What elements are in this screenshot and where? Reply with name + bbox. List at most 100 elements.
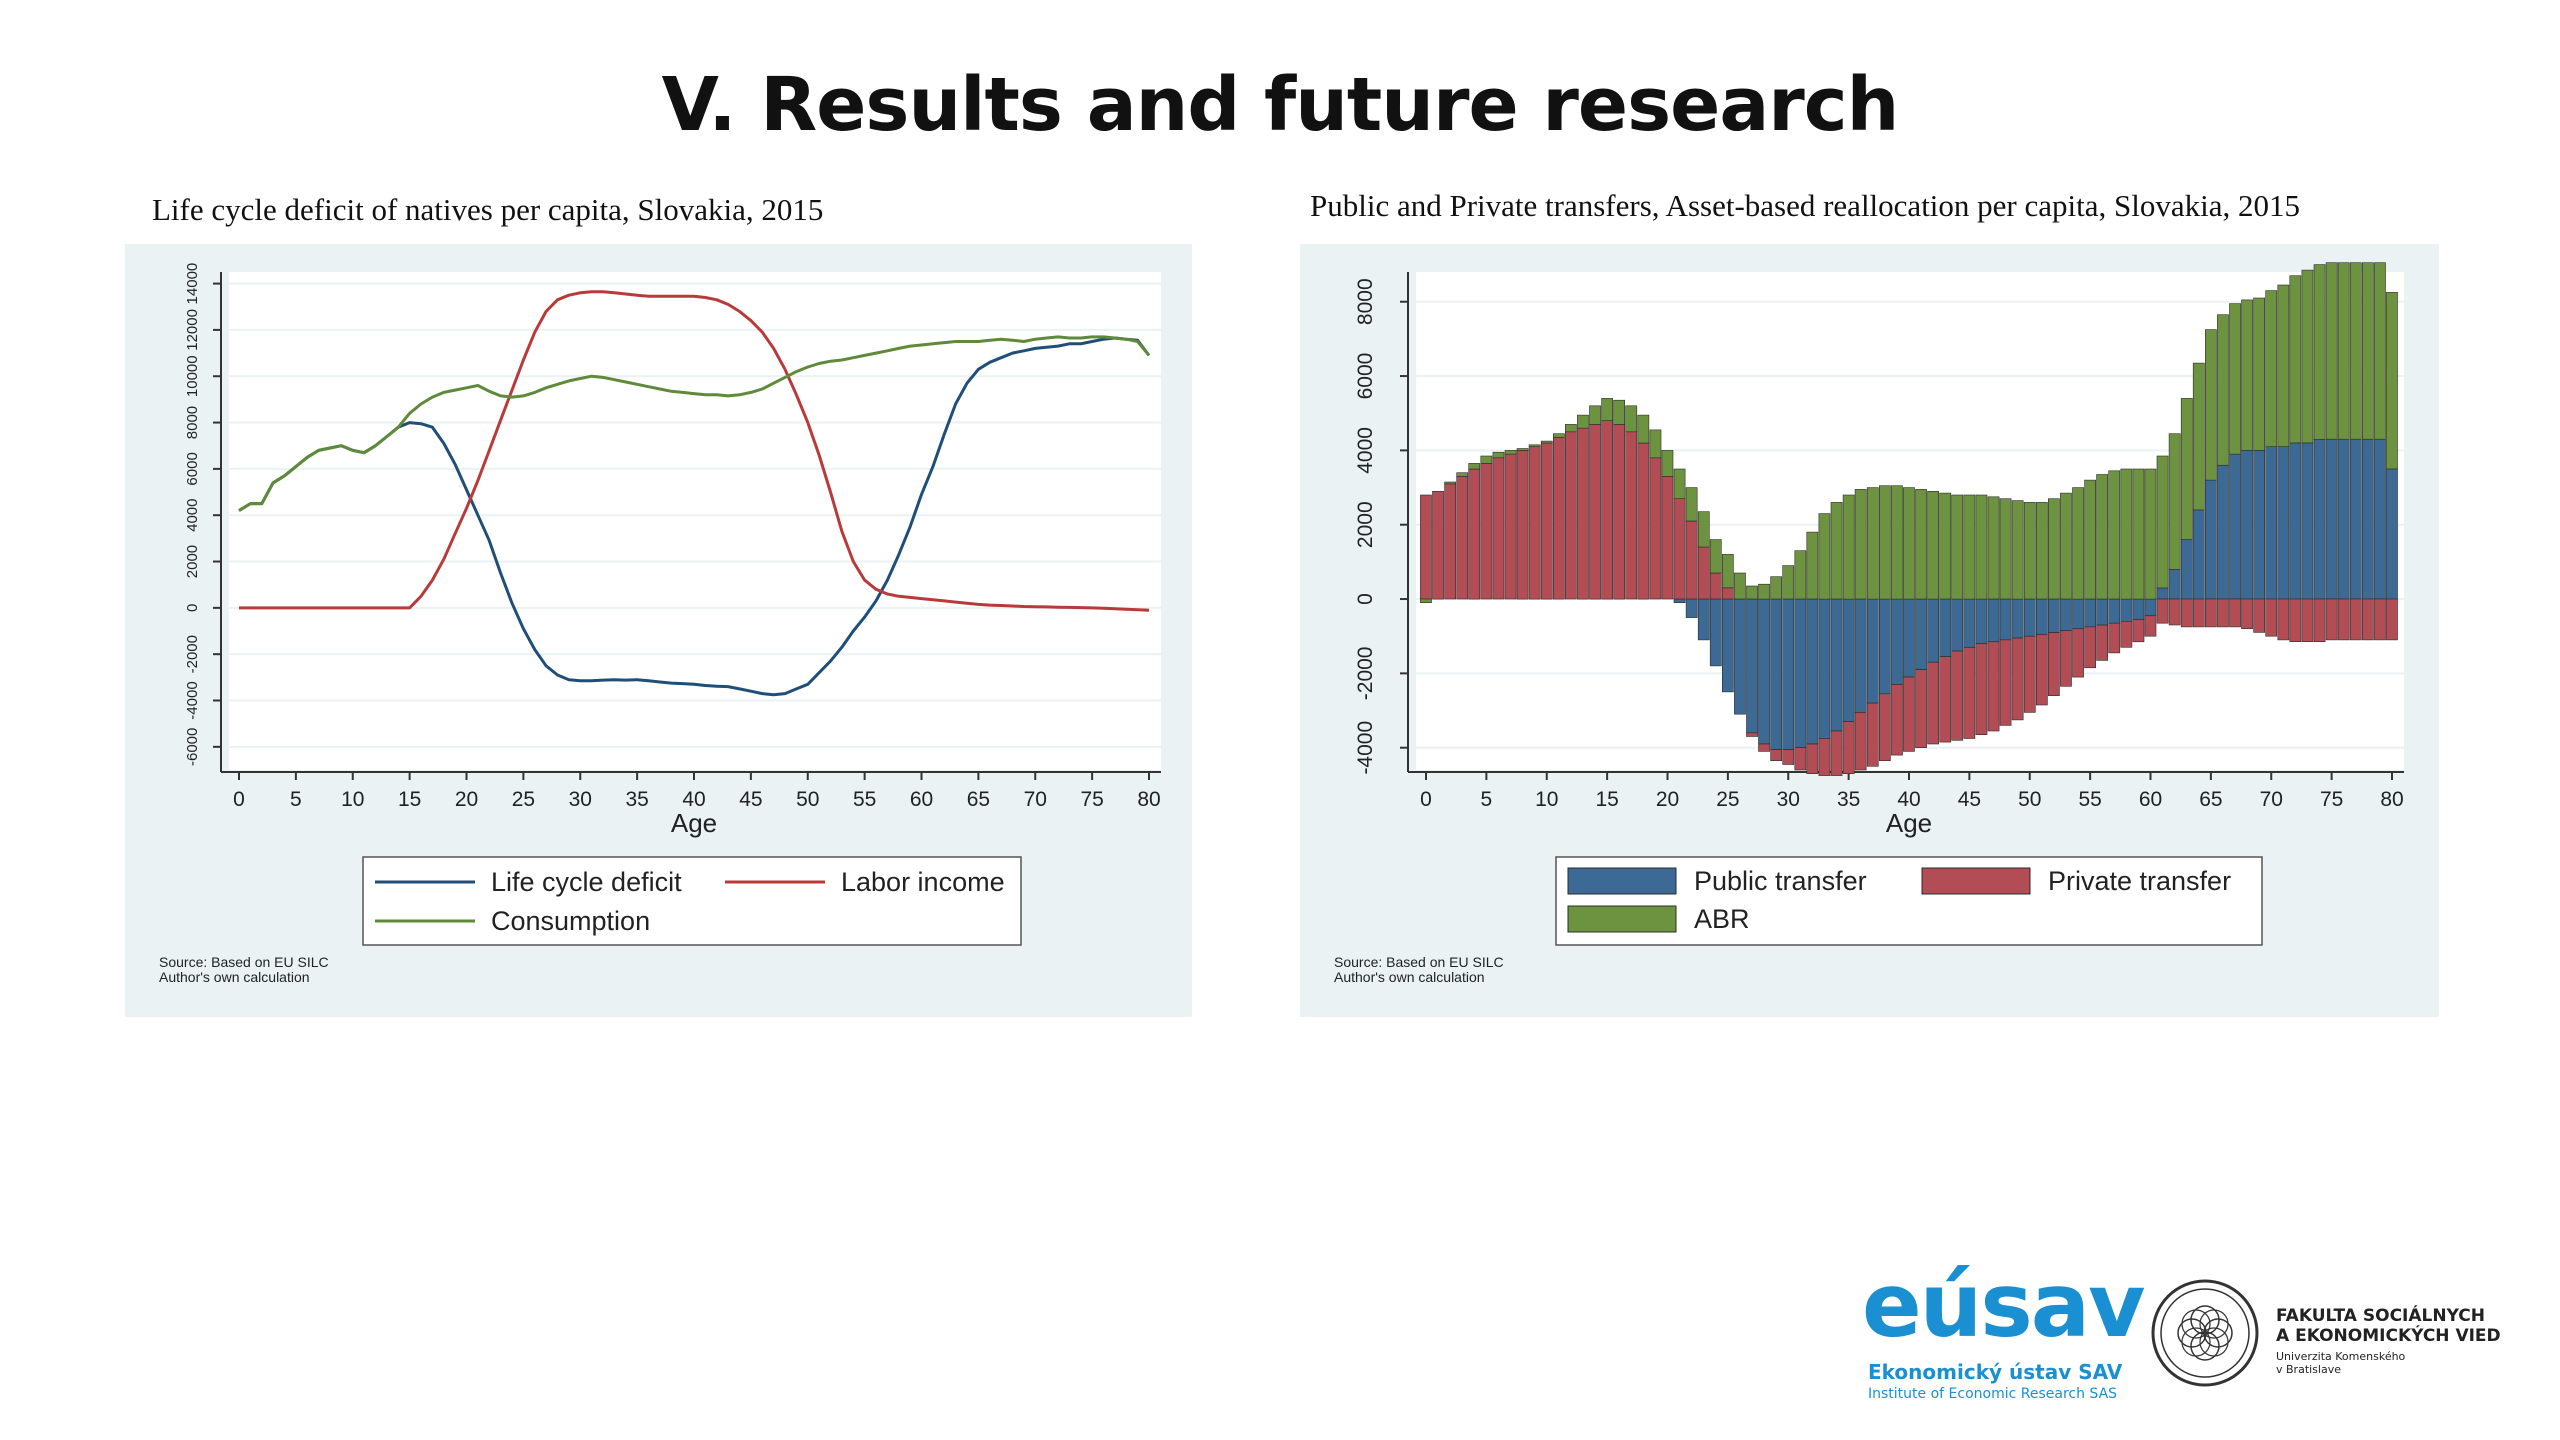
y-tick-label: 4000 (184, 499, 201, 532)
bar-public-transfer (2011, 598, 2024, 639)
bar-private-transfer (1492, 457, 1505, 600)
bar-abr (1480, 455, 1493, 464)
bar-abr (2386, 292, 2398, 470)
bar-private-transfer (2337, 598, 2350, 641)
fsev-line4: v Bratislave (2276, 1363, 2341, 1376)
bar-abr (1444, 481, 1457, 485)
bar-public-transfer (1915, 598, 1927, 670)
bar-abr (2313, 264, 2326, 440)
bar-abr (2265, 290, 2278, 448)
bar-abr (1806, 531, 1819, 600)
bar-abr (2362, 262, 2374, 440)
logos: eúsav Ekonomický ústav SAV Institute of … (1862, 1262, 2522, 1412)
bar-abr (1770, 576, 1783, 600)
bar-abr (1758, 583, 1770, 600)
bar-abr (1420, 598, 1432, 604)
bar-abr (1625, 405, 1638, 433)
chart1-panel: -6000 -4000 -2000 0 2000 4000 6000 8000 10000 120… (125, 244, 1192, 1017)
bar-private-transfer (2096, 624, 2108, 661)
x-tick-label: 5 (1481, 788, 1493, 811)
legend-key-private-transfer (1921, 867, 2031, 895)
bar-private-transfer (1987, 641, 2000, 732)
bar-private-transfer (1878, 693, 1891, 761)
bar-public-transfer (2156, 587, 2169, 600)
bar-private-transfer (2108, 622, 2121, 654)
bar-abr (2337, 262, 2350, 440)
bar-abr (1697, 511, 1710, 548)
bar-public-transfer (1939, 598, 1952, 657)
bar-abr (2120, 468, 2133, 600)
x-tick-label: 70 (1024, 788, 1047, 811)
y-tick-label: 4000 (1354, 427, 1377, 474)
bar-private-transfer (1468, 468, 1481, 600)
bar-private-transfer (2168, 598, 2181, 626)
bar-abr (1891, 485, 1903, 600)
bar-public-transfer (2337, 438, 2350, 600)
bar-public-transfer (1927, 598, 1939, 663)
bar-private-transfer (1456, 476, 1469, 600)
bar-private-transfer (1709, 572, 1722, 600)
bar-private-transfer (1782, 749, 1795, 765)
chart1-svg: -6000 -4000 -2000 0 2000 4000 6000 8000 10000 120… (159, 263, 1161, 985)
bar-public-transfer (2229, 453, 2241, 600)
x-tick-label: 55 (2078, 788, 2101, 811)
series-line-labor-income (239, 290, 1150, 612)
x-tick-label: 30 (1777, 788, 1800, 811)
bar-private-transfer (1516, 450, 1529, 600)
x-tick-label: 50 (2018, 788, 2041, 811)
x-tick-label: 15 (398, 788, 421, 811)
y-tick-label: 14000 (184, 263, 201, 305)
bar-abr (2023, 502, 2036, 600)
legend-label-public-transfer: Public transfer (1694, 866, 1867, 896)
x-tick-label: 65 (967, 788, 990, 811)
bar-abr (2289, 275, 2302, 444)
bar-public-transfer (2362, 438, 2374, 600)
x-axis-title: Age (1886, 808, 1932, 838)
bar-public-transfer (2253, 450, 2265, 600)
x-tick-label: 50 (796, 788, 819, 811)
bar-abr (1794, 550, 1807, 600)
eusav-name: Ekonomický ústav SAV (1868, 1360, 2123, 1384)
bar-private-transfer (1721, 587, 1734, 600)
chart1-title: Life cycle deficit of natives per capita… (152, 192, 824, 227)
x-tick-label: 30 (569, 788, 592, 811)
bar-public-transfer (2192, 509, 2205, 600)
eusav-name-en: Institute of Economic Research SAS (1868, 1386, 2118, 1402)
y-tick-label: 10000 (184, 355, 201, 397)
bar-abr (1927, 491, 1939, 600)
bar-private-transfer (1625, 431, 1638, 600)
bar-abr (2374, 262, 2386, 440)
bar-abr (2349, 262, 2362, 440)
bar-private-transfer (1553, 437, 1565, 600)
bar-private-transfer (1504, 453, 1517, 600)
x-tick-label: 80 (2380, 788, 2403, 811)
x-tick-label: 5 (290, 788, 302, 811)
bar-public-transfer (1734, 598, 1746, 715)
x-tick-label: 70 (2260, 788, 2283, 811)
bar-public-transfer (2241, 450, 2253, 600)
bar-private-transfer (2277, 598, 2290, 641)
fsev-line1: FAKULTA SOCIÁLNYCH (2276, 1306, 2485, 1326)
bar-private-transfer (1963, 647, 1976, 739)
bar-private-transfer (1528, 446, 1541, 600)
bar-public-transfer (1685, 598, 1698, 618)
bar-abr (2217, 314, 2229, 466)
bar-abr (2180, 398, 2193, 540)
bar-private-transfer (1564, 431, 1577, 600)
bar-abr (1830, 502, 1843, 600)
bar-abr (1553, 433, 1565, 438)
bar-abr (1746, 585, 1758, 600)
bar-private-transfer (2156, 598, 2169, 624)
bar-private-transfer (2204, 598, 2217, 628)
bar-abr (2108, 470, 2121, 600)
x-tick-label: 45 (1958, 788, 1981, 811)
legend-label-life-cycle-deficit: Life cycle deficit (491, 867, 682, 897)
bar-public-transfer (1770, 598, 1783, 750)
bar-abr (1661, 450, 1674, 477)
bar-private-transfer (1794, 747, 1807, 771)
x-tick-label: 60 (910, 788, 933, 811)
bar-abr (1854, 489, 1867, 600)
plot-area (229, 272, 1161, 770)
bar-private-transfer (1999, 639, 2012, 726)
chart2-title: Public and Private transfers, Asset-base… (1310, 188, 2300, 223)
